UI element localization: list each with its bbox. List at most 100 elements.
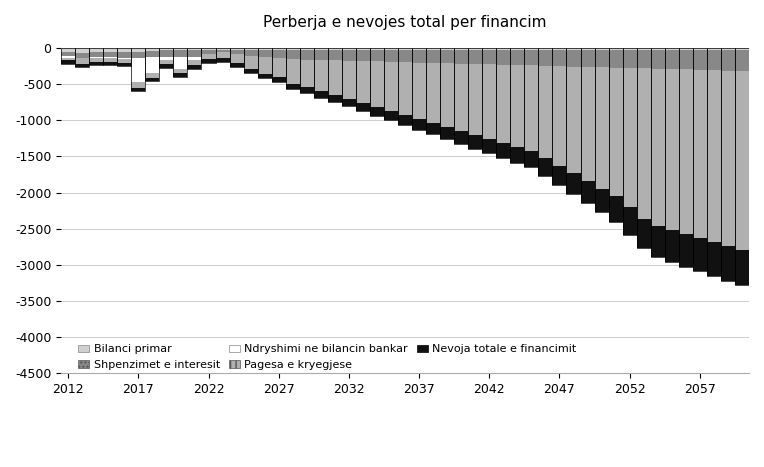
Bar — [426, 123, 440, 134]
Bar — [103, 58, 117, 62]
Bar — [160, 50, 173, 57]
Bar — [651, 48, 665, 50]
Bar — [75, 57, 89, 58]
Bar — [735, 50, 749, 71]
Bar — [75, 64, 89, 67]
Bar — [117, 52, 131, 58]
Bar — [215, 50, 229, 57]
Bar — [61, 48, 75, 64]
Bar — [636, 68, 651, 219]
Bar — [678, 70, 693, 234]
Bar — [468, 50, 482, 64]
Bar — [257, 48, 272, 50]
Bar — [651, 226, 665, 257]
Bar — [314, 48, 328, 98]
Bar — [229, 54, 244, 63]
Bar — [510, 65, 524, 147]
Bar — [623, 50, 636, 68]
Bar — [609, 48, 623, 221]
Bar — [482, 48, 497, 50]
Bar — [314, 50, 328, 60]
Bar — [342, 50, 356, 61]
Bar — [566, 48, 581, 194]
Bar — [215, 52, 229, 58]
Bar — [272, 77, 286, 82]
Bar — [61, 60, 75, 64]
Bar — [566, 66, 581, 173]
Bar — [244, 56, 257, 69]
Bar — [160, 48, 173, 68]
Bar — [636, 48, 651, 248]
Bar — [103, 48, 117, 52]
Bar — [61, 48, 75, 52]
Bar — [693, 48, 707, 271]
Bar — [187, 48, 202, 50]
Bar — [131, 52, 145, 58]
Bar — [524, 48, 539, 167]
Bar — [103, 52, 117, 57]
Bar — [510, 48, 524, 50]
Bar — [693, 238, 707, 271]
Bar — [257, 50, 272, 58]
Bar — [299, 60, 314, 87]
Bar — [202, 59, 215, 63]
Bar — [721, 48, 735, 50]
Bar — [552, 66, 566, 166]
Bar — [539, 48, 552, 177]
Bar — [482, 64, 497, 139]
Bar — [89, 52, 103, 57]
Bar — [342, 61, 356, 99]
Bar — [145, 48, 160, 81]
Bar — [678, 48, 693, 267]
Bar — [384, 111, 398, 120]
Bar — [581, 48, 594, 50]
Bar — [229, 50, 244, 58]
Bar — [286, 48, 299, 50]
Bar — [636, 219, 651, 248]
Bar — [510, 48, 524, 163]
Bar — [510, 50, 524, 65]
Bar — [497, 50, 510, 65]
Bar — [412, 119, 426, 130]
Bar — [581, 181, 594, 204]
Bar — [454, 64, 468, 131]
Bar — [272, 50, 286, 59]
Bar — [286, 84, 299, 89]
Bar — [328, 48, 342, 50]
Bar — [370, 107, 384, 116]
Bar — [202, 54, 215, 57]
Bar — [497, 48, 510, 158]
Bar — [693, 70, 707, 238]
Bar — [623, 207, 636, 235]
Bar — [89, 48, 103, 52]
Bar — [173, 48, 187, 77]
Bar — [117, 48, 131, 52]
Bar — [735, 71, 749, 250]
Bar — [609, 196, 623, 221]
Bar — [75, 53, 89, 57]
Bar — [497, 65, 510, 143]
Bar — [482, 48, 497, 153]
Bar — [103, 57, 117, 58]
Bar — [299, 87, 314, 93]
Bar — [272, 58, 286, 59]
Bar — [524, 151, 539, 167]
Bar — [468, 48, 482, 50]
Bar — [370, 48, 384, 116]
Bar — [89, 58, 103, 62]
Bar — [581, 48, 594, 204]
Bar — [244, 48, 257, 73]
Title: Perberja e nevojes total per financim: Perberja e nevojes total per financim — [264, 15, 547, 30]
Bar — [594, 48, 609, 212]
Bar — [524, 65, 539, 151]
Bar — [440, 127, 454, 139]
Bar — [244, 56, 257, 58]
Bar — [314, 48, 328, 50]
Bar — [552, 50, 566, 66]
Bar — [468, 64, 482, 135]
Bar — [665, 50, 678, 69]
Legend: Bilanci primar, Shpenzimet e interesit, Ndryshimi ne bilancin bankar, Pagesa e k: Bilanci primar, Shpenzimet e interesit, … — [73, 340, 581, 375]
Bar — [426, 50, 440, 63]
Bar — [552, 48, 566, 185]
Bar — [244, 69, 257, 73]
